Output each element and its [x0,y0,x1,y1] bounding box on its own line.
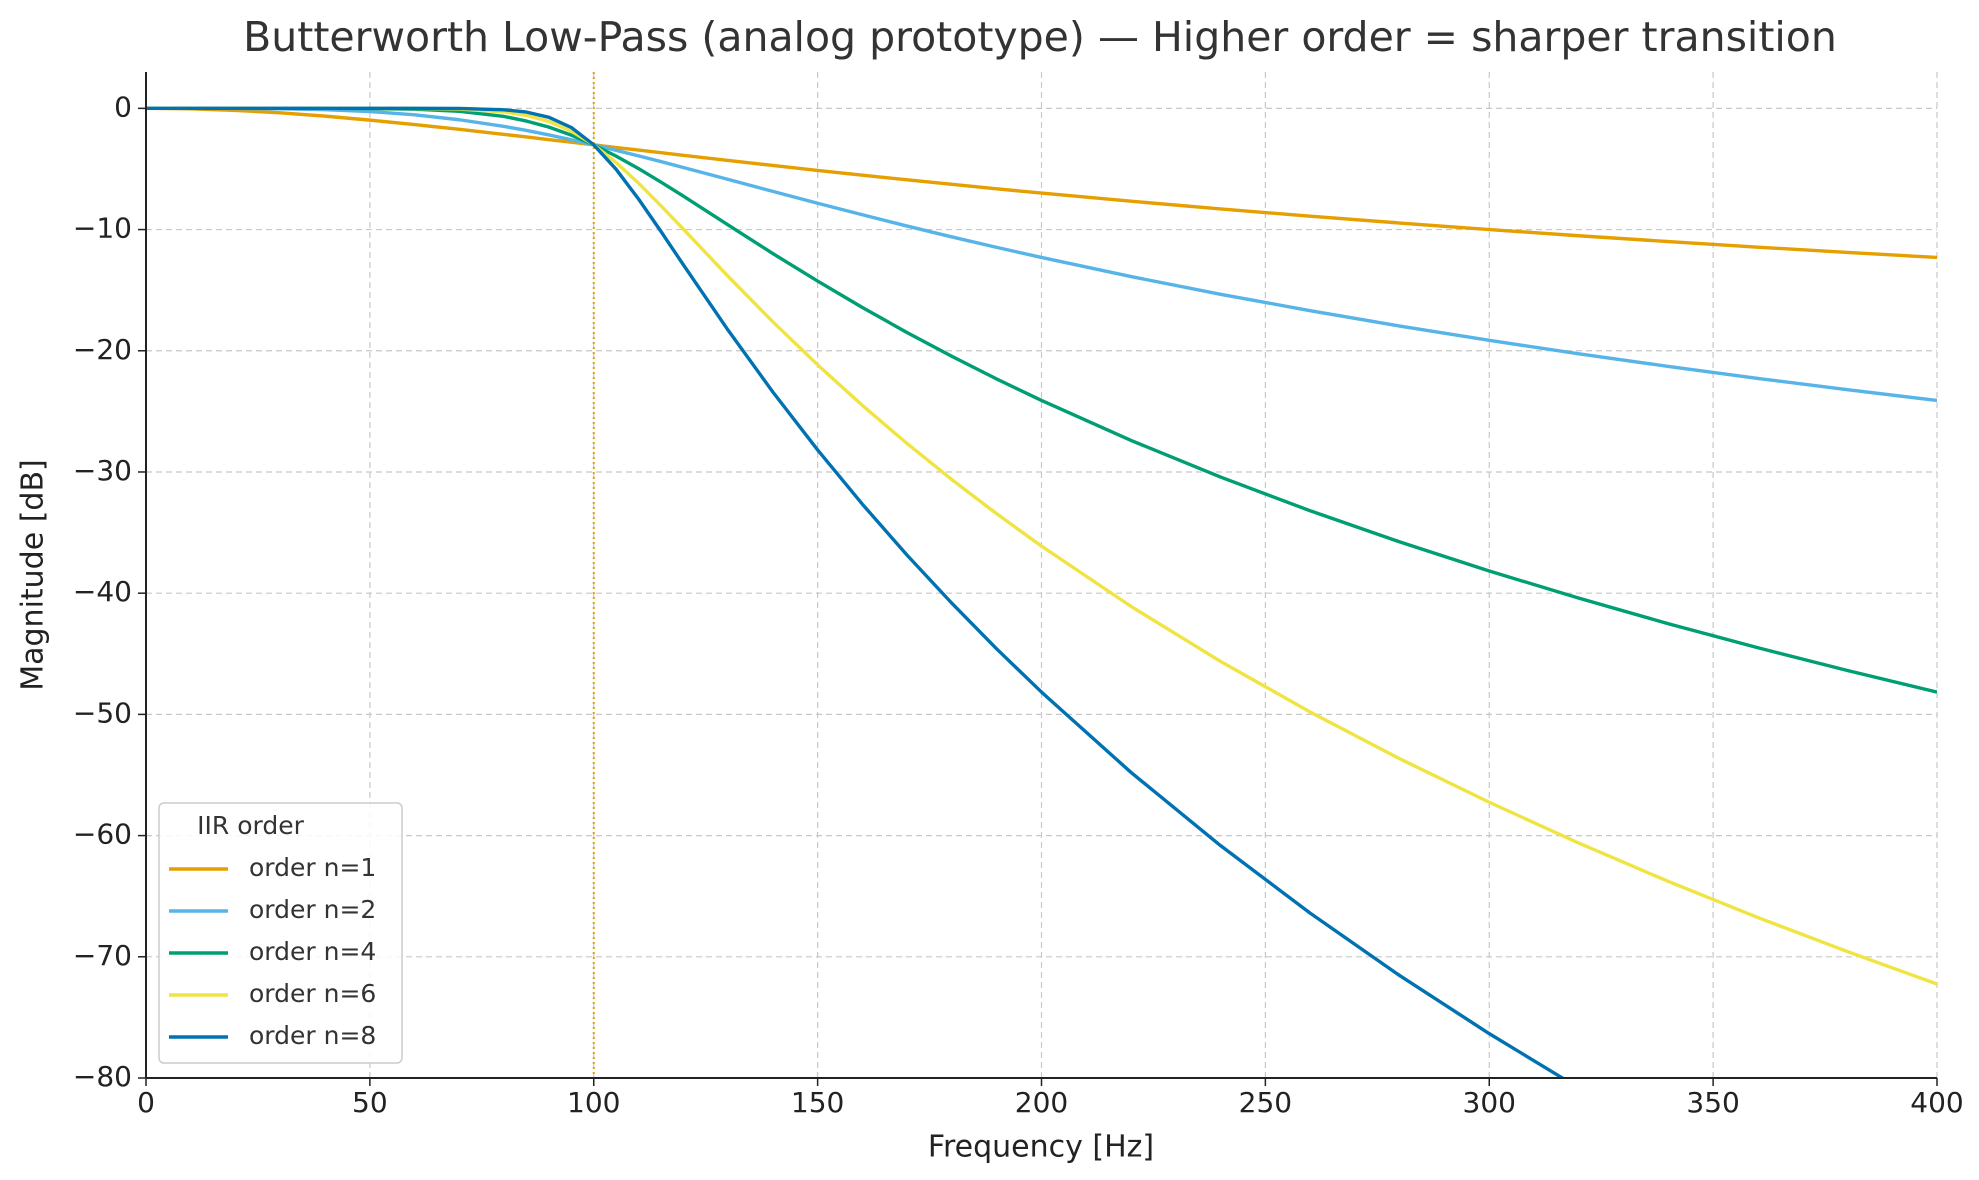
y-tick-label: −20 [73,333,132,366]
y-tick-label: −30 [73,454,132,487]
series-line [146,106,1937,403]
x-tick-label: 0 [137,1086,155,1119]
x-tick-label: 300 [1463,1086,1516,1119]
legend-label: order n=6 [249,979,376,1008]
series-line [146,106,1566,1078]
series-line [146,106,1937,260]
y-axis-label: Magnitude [dB] [16,459,51,691]
chart-title: Butterworth Low-Pass (analog prototype) … [243,13,1837,61]
legend-title: IIR order [197,811,304,840]
y-tick-label: −40 [73,575,132,608]
y-tick-label: −70 [73,939,132,972]
x-tick-label: 50 [352,1086,388,1119]
legend-label: order n=8 [249,1021,376,1050]
y-tick-label: −80 [73,1060,132,1093]
x-tick-label: 150 [791,1086,844,1119]
x-axis-label: Frequency [Hz] [928,1130,1154,1165]
y-tick-label: −10 [73,212,132,245]
legend-label: order n=2 [249,895,376,924]
x-tick-label: 350 [1686,1086,1739,1119]
x-tick-label: 200 [1015,1086,1068,1119]
x-tick-label: 400 [1910,1086,1963,1119]
x-tick-label: 250 [1239,1086,1292,1119]
legend-label: order n=1 [249,853,376,882]
y-tick-label: −50 [73,696,132,729]
y-tick-label: 0 [114,90,132,123]
y-tick-label: −60 [73,818,132,851]
x-tick-label: 100 [567,1086,620,1119]
plot-area [146,72,1937,1078]
legend-label: order n=4 [249,937,376,966]
